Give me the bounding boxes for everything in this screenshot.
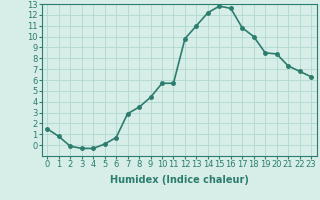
X-axis label: Humidex (Indice chaleur): Humidex (Indice chaleur) [110,175,249,185]
